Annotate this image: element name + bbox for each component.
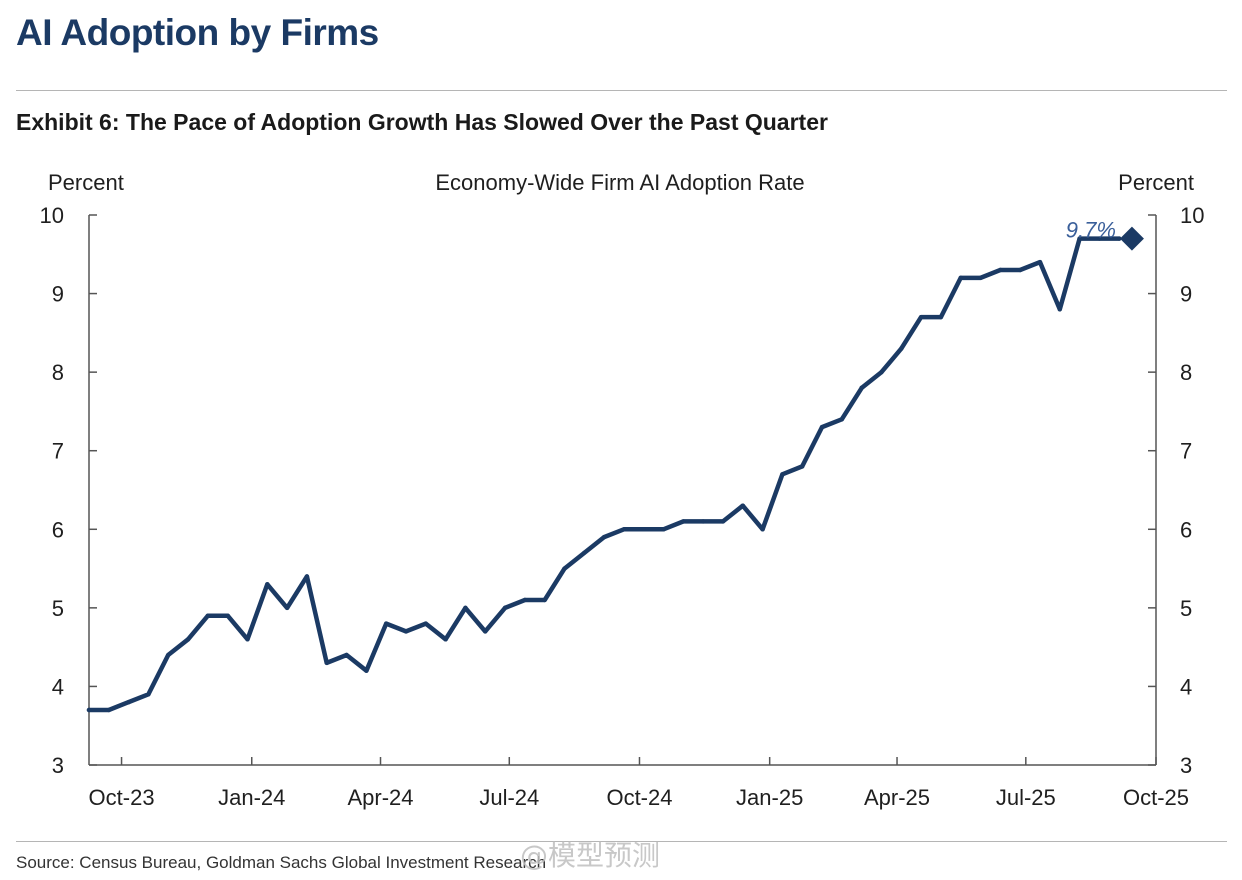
data-point xyxy=(225,613,230,618)
line-chart: Percent Economy-Wide Firm AI Adoption Rat… xyxy=(40,170,1205,810)
y-tick-label-left: 5 xyxy=(52,596,64,621)
y-tick-label-left: 7 xyxy=(52,439,64,464)
y-tick-label-left: 6 xyxy=(52,517,64,542)
y-tick-label-left: 3 xyxy=(52,753,64,778)
data-point xyxy=(800,464,805,469)
x-tick-label: Oct-23 xyxy=(89,785,155,810)
x-tick-label: Jan-24 xyxy=(218,785,285,810)
y-tick-label-right: 8 xyxy=(1180,360,1192,385)
x-tick-label: Jan-25 xyxy=(736,785,803,810)
watermark: @模型预测 xyxy=(520,839,661,872)
data-point xyxy=(641,527,646,532)
data-point xyxy=(1097,236,1102,241)
chart-title: Economy-Wide Firm AI Adoption Rate xyxy=(435,170,804,195)
data-point xyxy=(621,527,627,532)
data-point xyxy=(1017,267,1023,273)
data-point xyxy=(403,629,409,634)
data-point xyxy=(740,503,745,508)
data-point xyxy=(978,275,983,281)
data-point xyxy=(483,629,488,634)
page-title: AI Adoption by Firms xyxy=(16,12,379,53)
data-point xyxy=(582,550,587,556)
endpoint-value-label: 9.7% xyxy=(1066,218,1116,243)
data-point xyxy=(1077,236,1082,241)
data-point xyxy=(205,613,211,618)
data-point xyxy=(700,519,706,524)
data-point xyxy=(106,707,112,713)
bottom-divider xyxy=(16,841,1227,842)
data-point xyxy=(166,652,171,658)
y-tick-label-left: 8 xyxy=(52,360,64,385)
data-point xyxy=(859,385,864,391)
data-point xyxy=(998,267,1003,273)
data-point xyxy=(245,637,250,642)
y-tick-label-left: 9 xyxy=(52,282,64,307)
x-tick-label: Apr-24 xyxy=(347,785,413,810)
data-point xyxy=(661,527,666,532)
data-point xyxy=(780,472,785,477)
data-point xyxy=(126,699,131,705)
x-tick-label: Jul-24 xyxy=(479,785,539,810)
x-tick-label: Oct-25 xyxy=(1123,785,1189,810)
y-tick-label-right: 3 xyxy=(1180,753,1192,778)
x-tick-label: Jul-25 xyxy=(996,785,1056,810)
data-point xyxy=(918,314,924,320)
data-point xyxy=(819,424,825,430)
y-tick-label-right: 10 xyxy=(1180,203,1204,228)
data-point xyxy=(760,527,765,532)
data-point xyxy=(1117,236,1122,241)
endpoint-diamond-marker xyxy=(1119,226,1144,251)
data-point xyxy=(86,707,92,713)
data-point xyxy=(502,605,508,611)
data-point xyxy=(185,637,191,642)
source-note: Source: Census Bureau, Goldman Sachs Glo… xyxy=(16,853,547,872)
y-tick-label-right: 6 xyxy=(1180,517,1192,542)
y-tick-label-right: 5 xyxy=(1180,596,1192,621)
data-point xyxy=(463,605,468,611)
data-point xyxy=(562,566,567,571)
data-point xyxy=(1057,307,1062,312)
data-point xyxy=(601,534,607,540)
data-point xyxy=(542,597,547,603)
data-point xyxy=(364,668,369,673)
y-axis-label-right: Percent xyxy=(1118,170,1194,195)
data-point xyxy=(879,369,884,375)
data-point xyxy=(681,519,686,524)
data-point xyxy=(1037,259,1043,265)
data-point xyxy=(344,652,349,658)
data-point xyxy=(383,621,389,626)
data-point xyxy=(265,582,270,587)
data-point xyxy=(423,621,428,626)
y-axis-label-left: Percent xyxy=(48,170,124,195)
data-point xyxy=(146,692,151,697)
y-tick-label-right: 9 xyxy=(1180,282,1192,307)
data-point xyxy=(522,597,528,603)
data-point xyxy=(899,346,904,351)
y-tick-label-right: 7 xyxy=(1180,439,1192,464)
x-tick-label: Apr-25 xyxy=(864,785,930,810)
y-tick-label-right: 4 xyxy=(1180,674,1192,699)
top-divider xyxy=(16,90,1227,91)
data-point xyxy=(304,574,310,579)
data-point xyxy=(720,519,726,524)
exhibit-title: Exhibit 6: The Pace of Adoption Growth H… xyxy=(16,109,828,135)
data-point xyxy=(443,637,448,642)
data-point xyxy=(324,660,329,666)
series-line xyxy=(86,236,1122,713)
data-point xyxy=(284,605,290,611)
x-tick-label: Oct-24 xyxy=(606,785,672,810)
y-tick-label-left: 4 xyxy=(52,674,64,699)
data-point xyxy=(938,314,944,320)
data-point xyxy=(958,275,963,281)
y-tick-label-left: 10 xyxy=(40,203,64,228)
data-point xyxy=(839,417,845,422)
